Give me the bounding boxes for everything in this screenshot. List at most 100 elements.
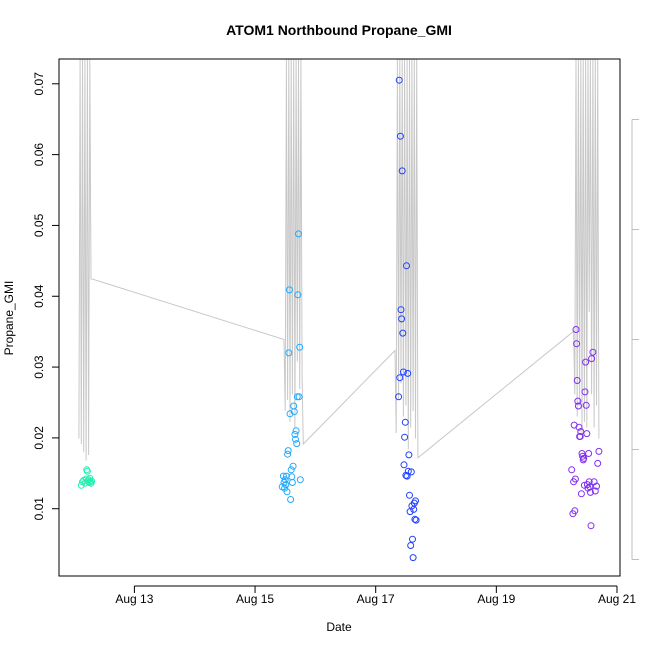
data-point-3-15 xyxy=(403,472,411,480)
data-point-1-14 xyxy=(88,477,96,485)
data-point-2-24 xyxy=(293,440,301,448)
data-point-2-17 xyxy=(288,479,296,486)
data-point-4-12 xyxy=(575,423,583,431)
right-tick-label-4: 800 xyxy=(647,439,650,459)
right-tick-label-1: 200 xyxy=(647,109,650,129)
data-point-3-18 xyxy=(405,451,413,459)
data-point-4-32 xyxy=(587,522,595,530)
right-tick-label-2: 400 xyxy=(647,219,650,239)
data-point-4-36 xyxy=(591,487,599,495)
data-point-4-24 xyxy=(582,401,590,409)
data-point-3-4 xyxy=(396,132,404,140)
data-point-3-16 xyxy=(404,369,412,377)
data-point-3-29 xyxy=(412,497,419,505)
data-point-4-34 xyxy=(589,348,597,356)
data-point-3-25 xyxy=(409,554,417,562)
data-point-2-15 xyxy=(287,466,295,474)
data-point-4-15 xyxy=(577,428,585,435)
data-point-4-39 xyxy=(595,447,603,455)
data-point-4-29 xyxy=(585,478,593,486)
data-point-4-6 xyxy=(571,475,579,483)
data-point-2-21 xyxy=(291,430,299,438)
data-point-4-37 xyxy=(593,482,600,490)
data-point-2-12 xyxy=(285,286,293,294)
x-tick-label-1: Aug 13 xyxy=(115,592,153,606)
chart-title: ATOM1 Northbound Propane_GMI xyxy=(226,22,452,38)
data-point-4-8 xyxy=(573,340,581,348)
data-point-3-9 xyxy=(399,368,407,376)
data-point-3-19 xyxy=(406,491,413,499)
data-point-3-30 xyxy=(412,516,420,524)
data-point-2-26 xyxy=(294,291,302,299)
y-axis: 0.01 0.02 0.03 0.04 0.05 0.06 0.07 xyxy=(32,72,59,521)
right-tick-label-5: 1000 xyxy=(647,546,650,573)
y-tick-label-1: 0.01 xyxy=(32,497,46,521)
data-point-2-22 xyxy=(292,435,299,443)
data-point-3-7 xyxy=(398,167,406,175)
data-point-2-13 xyxy=(286,410,294,418)
data-point-4-11 xyxy=(574,402,582,410)
x-tick-label-4: Aug 19 xyxy=(477,592,515,606)
data-point-2-18 xyxy=(289,462,297,470)
data-point-3-24 xyxy=(409,535,416,543)
y-tick-label-3: 0.03 xyxy=(32,355,46,379)
data-point-3-21 xyxy=(407,542,415,549)
data-point-4-16 xyxy=(577,490,585,498)
data-point-3-10 xyxy=(400,461,408,469)
data-point-4-38 xyxy=(594,459,602,467)
secondary-trace xyxy=(78,59,600,461)
x-tick-label-3: Aug 17 xyxy=(357,592,395,606)
data-point-4-25 xyxy=(583,430,591,438)
data-points xyxy=(77,76,603,562)
data-point-3-1 xyxy=(395,393,403,401)
data-point-2-20 xyxy=(290,408,298,416)
x-tick-label-2: Aug 15 xyxy=(236,592,274,606)
data-point-3-8 xyxy=(399,329,407,337)
data-point-4-17 xyxy=(578,450,586,457)
data-point-2-23 xyxy=(292,427,300,435)
data-point-4-7 xyxy=(572,326,580,333)
y-tick-label-5: 0.05 xyxy=(32,213,46,237)
data-point-2-6 xyxy=(282,481,290,489)
data-point-2-10 xyxy=(284,447,292,455)
right-tick-label-3: 600 xyxy=(647,329,650,349)
secondary-trace-line xyxy=(78,59,600,461)
data-point-4-33 xyxy=(588,355,596,363)
data-point-3-11 xyxy=(401,433,409,441)
x-tick-label-5: Aug 21 xyxy=(598,592,636,606)
data-point-3-5 xyxy=(397,306,405,314)
data-point-4-5 xyxy=(571,507,579,515)
data-point-1-7 xyxy=(83,467,91,475)
data-point-3-22 xyxy=(407,468,415,476)
x-axis: Aug 13 Aug 15 Aug 17 Aug 19 Aug 21 xyxy=(115,585,636,606)
data-point-4-9 xyxy=(573,377,581,384)
right-axis: 200 400 600 800 1000 xyxy=(631,109,650,573)
data-point-2-30 xyxy=(296,476,304,484)
plot-frame xyxy=(58,58,621,577)
data-point-4-31 xyxy=(586,488,594,496)
data-point-2-9 xyxy=(284,450,292,458)
data-point-4-20 xyxy=(580,454,588,462)
data-point-3-2 xyxy=(395,76,403,84)
data-point-4-1 xyxy=(568,466,576,474)
data-point-3-6 xyxy=(398,315,406,323)
y-tick-label-4: 0.04 xyxy=(32,284,46,308)
y-tick-label-2: 0.02 xyxy=(32,426,46,450)
x-axis-label: Date xyxy=(326,620,352,634)
y-tick-label-7: 0.07 xyxy=(32,72,46,96)
data-point-2-8 xyxy=(283,488,291,496)
data-point-4-22 xyxy=(581,388,589,396)
data-point-3-28 xyxy=(411,515,419,523)
y-axis-label: Propane_GMI xyxy=(2,281,16,356)
data-point-4-23 xyxy=(582,358,590,366)
data-point-2-19 xyxy=(290,402,298,410)
data-point-3-14 xyxy=(403,262,410,270)
y-tick-label-6: 0.06 xyxy=(32,143,46,167)
data-point-2-28 xyxy=(295,393,303,401)
data-point-2-27 xyxy=(295,230,302,238)
data-point-3-17 xyxy=(404,467,412,475)
data-point-2-5 xyxy=(281,476,289,484)
data-point-4-14 xyxy=(576,433,584,440)
data-point-2-4 xyxy=(281,484,289,492)
